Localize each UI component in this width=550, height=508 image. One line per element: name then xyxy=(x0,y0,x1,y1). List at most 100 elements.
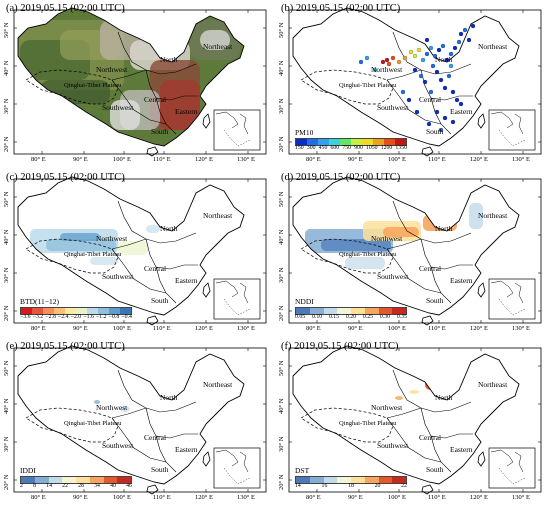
field-patch xyxy=(94,400,100,404)
region-label-northwest: Northwest xyxy=(96,234,128,243)
colorbar-swatch xyxy=(296,477,310,483)
pm10-station xyxy=(402,55,408,61)
x-tick-label: 120° E xyxy=(470,494,488,501)
x-tick-label: 80° E xyxy=(306,494,321,501)
x-tick-label: 80° E xyxy=(31,156,46,163)
field-patch xyxy=(146,225,160,233)
colorbar-swatch xyxy=(109,308,120,314)
hainan-outline xyxy=(421,315,434,326)
region-boundary xyxy=(386,407,422,419)
map-panel-c: (c) 2019.05.15 (02:00 UTC) North Northeast… xyxy=(0,169,275,338)
colorbar-swatch xyxy=(362,139,373,145)
x-tick-label: 80° E xyxy=(306,156,321,163)
x-tick-label: 100° E xyxy=(388,494,406,501)
pm10-station xyxy=(428,89,434,95)
y-tick-label: 50° N xyxy=(278,22,285,38)
south-china-sea-inset xyxy=(213,278,261,320)
region-label-northwest: Northwest xyxy=(371,234,403,243)
colorbar-swatch xyxy=(351,139,362,145)
pm10-station xyxy=(414,109,420,115)
pm10-station xyxy=(418,73,424,79)
region-label-south: South xyxy=(151,465,169,474)
region-boundary xyxy=(111,69,147,81)
region-boundary xyxy=(430,264,473,270)
colorbar-tick-label: 20 xyxy=(374,483,381,489)
pm10-station xyxy=(454,97,460,103)
region-boundary xyxy=(392,31,422,71)
region-boundary xyxy=(111,248,167,294)
panel-title: (a) 2019.05.15 (02:00 UTC) xyxy=(6,3,125,14)
pm10-station xyxy=(446,73,452,79)
colorbar-swatch xyxy=(323,308,338,314)
colorbar-swatch xyxy=(337,477,351,483)
region-boundary xyxy=(111,417,167,463)
pm10-station xyxy=(470,23,476,29)
y-tick-label: 40° N xyxy=(3,398,10,414)
region-boundary xyxy=(117,200,147,240)
region-label-north: North xyxy=(160,393,178,402)
colorbar-tick-label: −2.0 xyxy=(70,314,82,320)
region-label-north: North xyxy=(435,393,453,402)
region-label-northwest: Northwest xyxy=(96,403,128,412)
colorbar-tick-label: 46 xyxy=(126,483,132,489)
colorbar-swatch xyxy=(392,308,406,314)
colorbar-tick-label: 0.20 xyxy=(345,314,357,320)
colorbar-swatch xyxy=(378,308,393,314)
x-tick-label: 130° E xyxy=(237,156,255,163)
colorbar-title: NDDI xyxy=(295,297,314,306)
qinghai-tibet-boundary xyxy=(300,407,394,443)
pm10-station xyxy=(390,55,396,61)
field-patch xyxy=(469,203,483,229)
region-label-southwest: Southwest xyxy=(377,272,409,281)
colorbar-ticks: 2 8 14 22 28 34 40 46 xyxy=(20,483,132,489)
pm10-station xyxy=(438,127,444,133)
region-label-northeast: Northeast xyxy=(203,211,233,220)
field-patch xyxy=(120,406,130,412)
colorbar-tick-label: 34 xyxy=(94,483,100,489)
x-tick-label: 120° E xyxy=(195,156,213,163)
x-tick-label: 80° E xyxy=(31,325,46,332)
colorbar-swatch xyxy=(120,308,131,314)
pm10-station xyxy=(450,89,456,95)
region-boundary xyxy=(420,401,472,413)
colorbar-ticks: 150 300 450 600 750 900 1050 1200 1350 xyxy=(295,145,407,151)
region-boundary xyxy=(386,248,442,294)
colorbar xyxy=(20,476,132,484)
region-boundary xyxy=(430,433,473,439)
y-tick-label: 20° N xyxy=(278,474,285,490)
taiwan-outline xyxy=(202,282,211,298)
taiwan-outline xyxy=(202,113,211,129)
field-patch xyxy=(345,257,385,269)
colorbar-title: PM10 xyxy=(295,128,314,137)
colorbar-swatch xyxy=(384,139,395,145)
region-label-north: North xyxy=(435,224,453,233)
colorbar-tick-label: 450 xyxy=(318,145,328,151)
x-tick-label: 120° E xyxy=(195,494,213,501)
pm10-station xyxy=(424,37,430,43)
x-tick-label: 90° E xyxy=(73,325,88,332)
colorbar-tick-label: 750 xyxy=(342,145,352,151)
region-label-northeast: Northeast xyxy=(203,380,233,389)
field-patch xyxy=(60,233,100,241)
colorbar-title: IDDI xyxy=(20,466,36,475)
region-boundary xyxy=(145,401,197,413)
colorbar-tick-label: 14 xyxy=(295,483,301,489)
pm10-station xyxy=(434,109,440,115)
colorbar-swatch xyxy=(364,308,379,314)
pm10-station xyxy=(416,47,422,53)
region-label-south: South xyxy=(426,127,444,136)
x-tick-label: 110° E xyxy=(153,325,171,332)
colorbar-tick-label: 14 xyxy=(46,483,52,489)
region-label-northwest: Northwest xyxy=(96,65,128,74)
colorbar-swatch xyxy=(76,308,87,314)
region-boundary xyxy=(155,97,177,135)
hainan-outline xyxy=(146,146,159,157)
colorbar-swatch xyxy=(318,139,329,145)
region-label-eastern: Eastern xyxy=(450,107,473,116)
colorbar-swatch xyxy=(21,308,32,314)
qinghai-tibet-boundary xyxy=(25,69,119,105)
pm10-station xyxy=(400,89,406,95)
colorbar-tick-label: 22 xyxy=(62,483,68,489)
colorbar-tick-label: 1200 xyxy=(380,145,393,151)
colorbar-tick-label: 2 xyxy=(20,483,23,489)
